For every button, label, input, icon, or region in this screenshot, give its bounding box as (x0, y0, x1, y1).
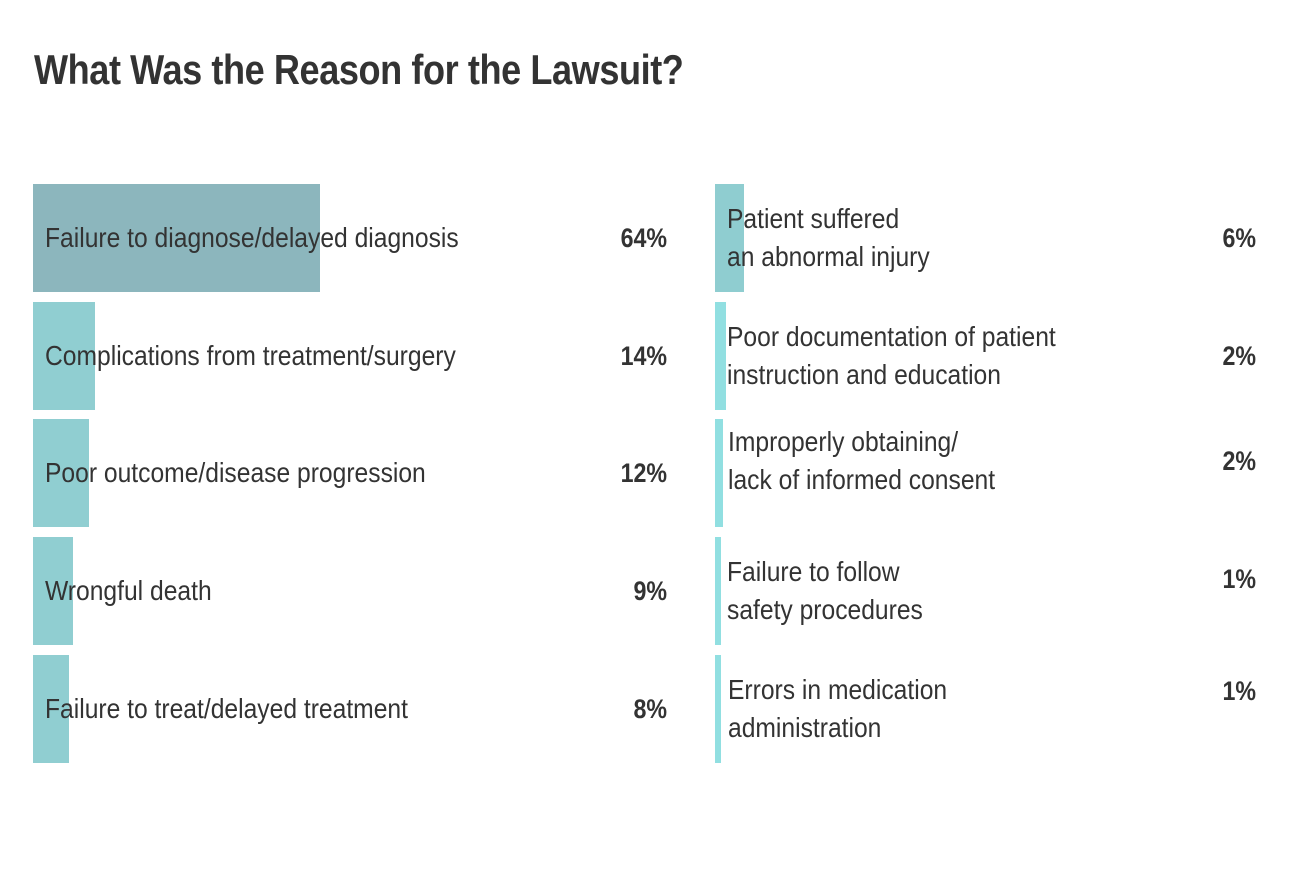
bar-row: Failure to diagnose/delayed diagnosis 64… (33, 184, 667, 292)
bar-value: 12% (620, 457, 667, 488)
bar-label: Poor outcome/disease progression (45, 457, 426, 488)
bar-label: Wrongful death (45, 575, 212, 606)
bar-label: Complications from treatment/surgery (45, 340, 456, 371)
bar (33, 537, 73, 645)
bar (715, 537, 721, 645)
bar-value: 1% (1222, 675, 1256, 706)
bar-value: 9% (633, 575, 667, 606)
bar-label: Failure to follow safety procedures (727, 537, 923, 645)
bar-label-line: Patient suffered (727, 203, 900, 234)
bar-row: Failure to follow safety procedures 1% (715, 537, 1256, 645)
bar-label-line: Improperly obtaining/ (728, 426, 959, 457)
bar-row: Failure to treat/delayed treatment 8% (33, 655, 667, 763)
bar-label: Poor documentation of patient instructio… (727, 302, 1056, 410)
bar-label-line: an abnormal injury (727, 241, 930, 272)
bar-label-line: Errors in medication (728, 674, 948, 705)
bar (33, 655, 69, 763)
bar-label-line: administration (728, 712, 882, 743)
bar (33, 419, 89, 527)
bar (715, 419, 723, 527)
bar-row: Wrongful death 9% (33, 537, 667, 645)
bar-label: Failure to treat/delayed treatment (45, 693, 408, 724)
bar-label-line: Poor documentation of patient (727, 321, 1056, 352)
bar-row: Patient suffered an abnormal injury 6% (715, 184, 1256, 292)
bar-label-line: lack of informed consent (728, 464, 996, 495)
chart-title: What Was the Reason for the Lawsuit? (34, 46, 684, 93)
bar-row: Poor documentation of patient instructio… (715, 302, 1256, 410)
bar-label: Patient suffered an abnormal injury (727, 184, 930, 292)
bar (715, 184, 744, 292)
bar (33, 302, 95, 410)
bar-row: Poor outcome/disease progression 12% (33, 419, 667, 527)
bar-value: 8% (633, 693, 667, 724)
bar-label: Improperly obtaining/ lack of informed c… (728, 407, 995, 515)
bar-row: Improperly obtaining/ lack of informed c… (715, 419, 1256, 527)
bar-value: 14% (620, 340, 667, 371)
bar-value: 2% (1222, 340, 1256, 371)
bar-value: 2% (1222, 445, 1256, 476)
bar (33, 184, 320, 292)
bar-label: Failure to diagnose/delayed diagnosis (45, 222, 459, 253)
bar-row: Complications from treatment/surgery 14% (33, 302, 667, 410)
bar-label: Errors in medication administration (728, 655, 947, 763)
bar-row: Errors in medication administration 1% (715, 655, 1256, 763)
bar-label-line: safety procedures (727, 594, 923, 625)
bar (715, 655, 721, 763)
bar-value: 6% (1222, 222, 1256, 253)
bar-value: 64% (620, 222, 667, 253)
bar (715, 302, 726, 410)
bar-value: 1% (1222, 563, 1256, 594)
bar-label-line: Failure to follow (727, 556, 900, 587)
bar-label-line: instruction and education (727, 359, 1001, 390)
